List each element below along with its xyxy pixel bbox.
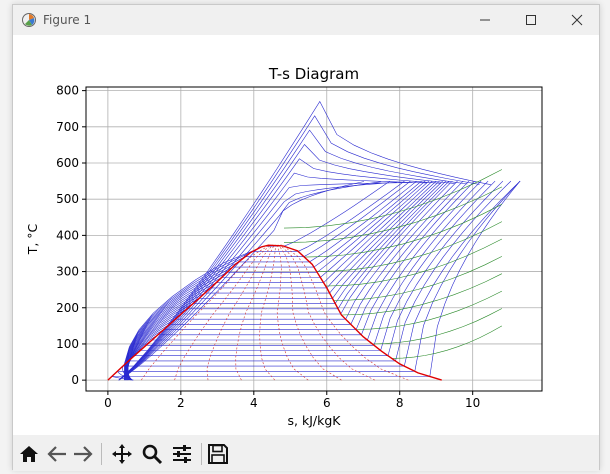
isobar-line [111,180,521,381]
isobar-line [126,180,437,381]
title-bar[interactable]: Figure 1 [13,5,599,35]
isobar-supercritical-line [118,181,381,381]
isobar-line [124,180,405,381]
y-axis-label: T, °C [25,223,40,255]
isobar-supercritical-line [118,100,491,381]
isochore-line [316,221,503,272]
home-button[interactable] [17,443,41,465]
isobar-line [126,180,440,381]
quality-line [278,244,342,381]
x-tick-label: 4 [250,396,258,410]
isochore-line [333,256,503,301]
x-tick-label: 10 [465,396,480,410]
close-icon [571,14,583,26]
quality-line [206,244,274,381]
configure-subplots-icon [173,445,191,463]
zoom-icon [142,444,163,465]
home-icon [20,446,38,462]
isobar-supercritical-line [118,181,397,381]
figure-canvas[interactable]: 0 2 4 6 8 10 0 100 200 300 400 500 600 700 800 T-s Diag… [13,35,599,433]
quality-line [141,244,271,381]
y-tick-label: 600 [56,156,79,170]
isobar-line [124,180,390,381]
property-lines [111,100,521,381]
forward-icon [74,446,93,462]
x-tick-label: 0 [104,396,112,410]
isochore-line [372,308,503,345]
isochore-line [355,290,503,330]
isobar-line [125,180,433,381]
isobar-line [125,180,426,381]
isobar-line [126,180,450,381]
configure-subplots-button[interactable] [170,443,194,465]
isobar-line [126,180,447,381]
pan-button[interactable] [110,443,134,465]
y-tick-label: 700 [56,120,79,134]
y-tick-label: 100 [56,337,79,351]
isobar-line [127,180,453,381]
y-tick-label: 400 [56,228,79,242]
y-tick-label: 800 [56,84,79,98]
quality-line [259,244,276,381]
back-icon [47,446,66,462]
navigation-toolbar [13,435,599,471]
isobar-supercritical-line [118,172,428,381]
isochore-line [325,238,503,287]
isobar-supercritical-line [118,182,413,381]
quality-line [174,244,272,381]
isochore-line [283,169,503,229]
isochore-line [283,186,503,243]
matplotlib-app-icon [22,13,36,27]
maximize-button[interactable] [508,5,554,35]
isobar-line [126,180,443,381]
isochore-line [341,273,503,316]
isobar-supercritical-line [118,144,455,381]
saturation-dome-line [107,244,442,381]
isochore-line [304,204,503,258]
isochore-line [391,325,503,359]
isobar-supercritical-line [118,158,442,381]
y-tick-label: 500 [56,192,79,206]
x-tick-label: 8 [396,396,404,410]
toolbar-separator [101,443,102,465]
y-tick-label: 300 [56,265,79,279]
y-tick-label: 0 [71,373,79,387]
x-tick-label: 2 [177,396,185,410]
save-button[interactable] [206,443,230,465]
isobar-line [127,180,464,381]
back-button[interactable] [45,443,69,465]
isobar-line [127,180,458,381]
figure-window: Figure 1 0 2 4 6 8 10 0 100 200 300 400 500 600 700 80… [12,4,600,471]
x-axis-label: s, kJ/kgK [288,413,342,428]
maximize-icon [526,15,536,25]
chart-title: T-s Diagram [268,65,359,83]
quality-line [276,244,309,381]
isobar-line [124,180,417,381]
save-icon [208,444,228,464]
isobar-line [125,180,429,381]
y-tick-label: 200 [56,301,79,315]
minimize-icon [480,19,490,21]
quality-line [281,244,409,381]
pan-icon [112,444,132,464]
isobar-line [124,180,411,381]
isobar-supercritical-line [118,115,480,381]
isobar-line [125,180,422,381]
forward-button[interactable] [71,443,95,465]
window-title: Figure 1 [43,13,92,27]
x-tick-label: 6 [323,396,331,410]
zoom-button[interactable] [140,443,164,465]
axes-frame [85,86,543,392]
toolbar-separator [201,443,202,465]
close-button[interactable] [554,5,600,35]
quality-line [279,244,376,381]
minimize-button[interactable] [462,5,508,35]
quality-line [235,244,275,381]
